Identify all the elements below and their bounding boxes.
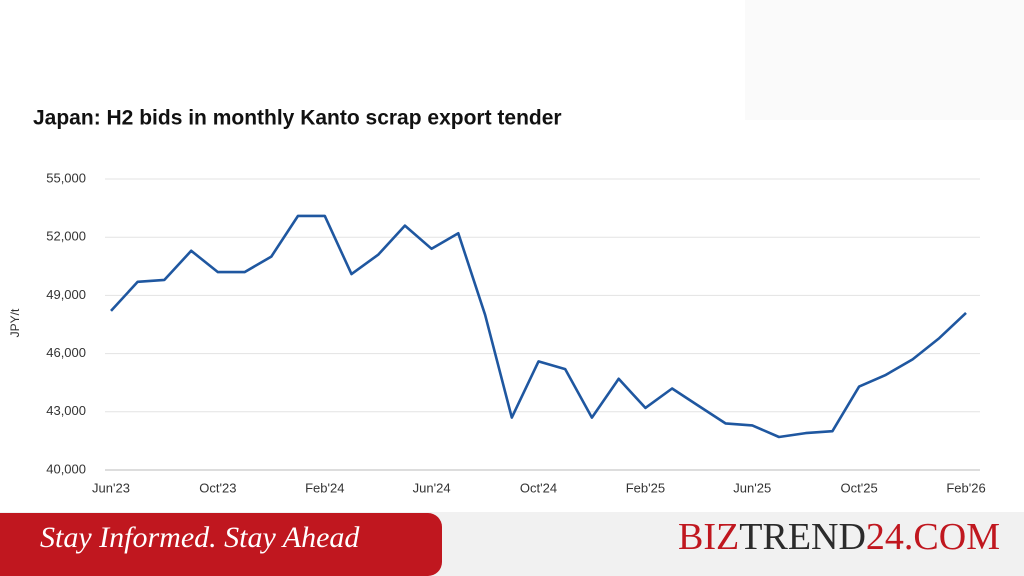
x-tick-label: Oct'23 <box>199 480 236 495</box>
x-tick-label: Jun'23 <box>92 480 130 495</box>
chart-title: Japan: H2 bids in monthly Kanto scrap ex… <box>33 107 562 130</box>
brand-part: BIZ <box>678 516 739 558</box>
x-tick-label: Feb'25 <box>626 480 665 495</box>
x-tick-label: Oct'25 <box>841 480 878 495</box>
tagline: Stay Informed. Stay Ahead <box>40 521 360 554</box>
y-tick-label: 52,000 <box>46 229 86 244</box>
x-tick-label: Oct'24 <box>520 480 557 495</box>
y-tick-label: 43,000 <box>46 403 86 418</box>
y-tick-label: 40,000 <box>46 461 86 476</box>
y-tick-label: 46,000 <box>46 345 86 360</box>
x-tick-label: Jun'25 <box>733 480 771 495</box>
tagline-box <box>0 513 442 576</box>
y-axis-label: JPY/t <box>8 308 22 337</box>
brand-part: 24.COM <box>866 516 1000 558</box>
x-tick-label: Jun'24 <box>413 480 451 495</box>
x-tick-label: Feb'26 <box>946 480 985 495</box>
data-line <box>110 214 967 439</box>
x-tick-label: Feb'24 <box>305 480 344 495</box>
y-tick-label: 55,000 <box>46 170 86 185</box>
brand: BIZTREND24.COM <box>678 516 1000 558</box>
corner-panel <box>745 0 1024 120</box>
brand-part: TREND <box>739 516 866 558</box>
y-tick-label: 49,000 <box>46 287 86 302</box>
